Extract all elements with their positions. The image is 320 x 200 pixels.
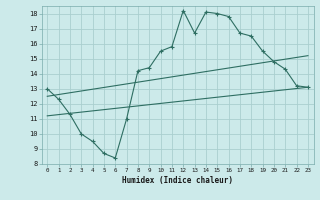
X-axis label: Humidex (Indice chaleur): Humidex (Indice chaleur) (122, 176, 233, 185)
